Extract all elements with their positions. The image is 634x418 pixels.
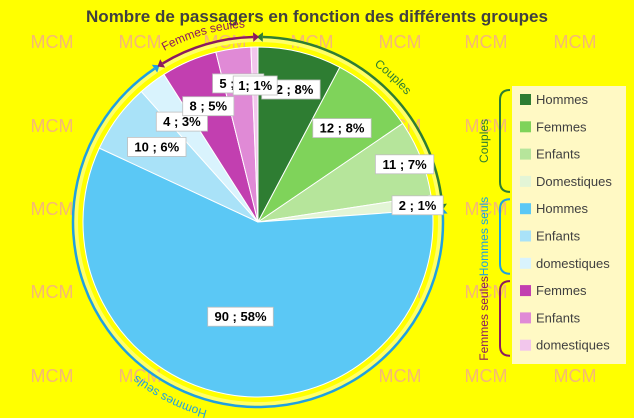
legend-swatch — [520, 203, 531, 215]
legend-label: domestiques — [536, 338, 610, 353]
data-label: 90 ; 58% — [214, 309, 266, 324]
legend-swatch — [520, 230, 531, 242]
legend-group-label: Femmes seules — [477, 276, 491, 361]
data-label-box — [182, 96, 235, 117]
legend-swatch — [520, 94, 531, 105]
data-label: 8 ; 5% — [190, 99, 228, 114]
legend-label: Femmes — [536, 283, 587, 298]
watermark-text: MCM — [554, 366, 597, 386]
arc-arrowhead — [157, 59, 166, 68]
legend-swatch — [520, 257, 531, 269]
watermark-text: MCM — [31, 199, 74, 219]
pie-slice — [82, 147, 434, 398]
watermark-text: MCM — [465, 282, 508, 302]
legend-swatch — [520, 312, 531, 324]
legend-group-bracket — [499, 89, 511, 193]
data-label-box — [232, 75, 278, 96]
data-label: 10 ; 6% — [134, 139, 179, 154]
watermark-text: MCM — [31, 366, 74, 386]
data-label-box — [127, 136, 187, 157]
legend-label: Hommes — [536, 201, 589, 216]
watermark-text: MCM — [31, 32, 74, 52]
legend-label: Domestiques — [536, 174, 612, 189]
legend-swatch — [520, 148, 531, 160]
legend-swatch — [520, 175, 531, 187]
data-labels: 12 ; 8% 12 ; 8% 11 ; 7% 2 ; 1% 90 ; 58% 10 ; … — [127, 73, 444, 327]
data-label: 4 ; 3% — [163, 114, 201, 129]
group-arc-label: Couples — [372, 56, 414, 97]
legend-label: Enfants — [536, 147, 581, 162]
data-label-box — [155, 111, 208, 132]
data-label-box — [312, 118, 372, 138]
legend-label: Femmes — [536, 119, 587, 134]
watermark-text: MCM — [379, 32, 422, 52]
legend: Hommes Femmes Enfants Domestiques Hommes Enfa… — [477, 86, 626, 364]
legend-group-bracket — [499, 280, 511, 357]
watermark-text: MCM — [465, 116, 508, 136]
data-label: 2 ; 1% — [399, 198, 437, 213]
watermark-text: MCM — [554, 32, 597, 52]
legend-swatch — [520, 121, 531, 133]
watermark-text: MCM — [465, 32, 508, 52]
data-label: 1; 1% — [238, 78, 272, 93]
data-label-box — [391, 195, 444, 216]
outer-ring — [72, 36, 444, 408]
chart-title: Nombre de passagers en fonction des diff… — [86, 7, 548, 26]
legend-label: domestiques — [536, 256, 610, 271]
pie-slices — [82, 46, 434, 398]
data-label: 11 ; 7% — [383, 157, 428, 172]
legend-swatch — [520, 339, 531, 351]
legend-label: Enfants — [536, 310, 581, 325]
arc-arrowhead — [253, 32, 260, 42]
watermark-text: MCM — [379, 366, 422, 386]
data-label: 12 ; 8% — [320, 121, 365, 136]
data-label-box — [374, 154, 435, 175]
watermark-text: MCM — [31, 282, 74, 302]
group-arc — [71, 67, 445, 409]
group-arc — [162, 35, 254, 65]
legend-label: Hommes — [536, 92, 589, 107]
legend-group-label: Hommes seuls — [477, 197, 491, 276]
group-arc — [262, 35, 444, 205]
legend-group-bracket — [499, 198, 511, 275]
arc-arrowhead — [256, 32, 263, 42]
watermark-text: MCM — [31, 116, 74, 136]
watermark-text: MCM — [465, 366, 508, 386]
legend-swatch — [520, 285, 531, 297]
legend-label: Enfants — [536, 229, 581, 244]
arc-arrowhead — [151, 64, 160, 73]
data-label-box — [207, 306, 274, 327]
watermark-text: MCM — [465, 199, 508, 219]
data-label: 12 ; 8% — [268, 82, 313, 97]
watermark-text: MCM — [119, 32, 162, 52]
legend-group-label: Couples — [477, 119, 491, 163]
